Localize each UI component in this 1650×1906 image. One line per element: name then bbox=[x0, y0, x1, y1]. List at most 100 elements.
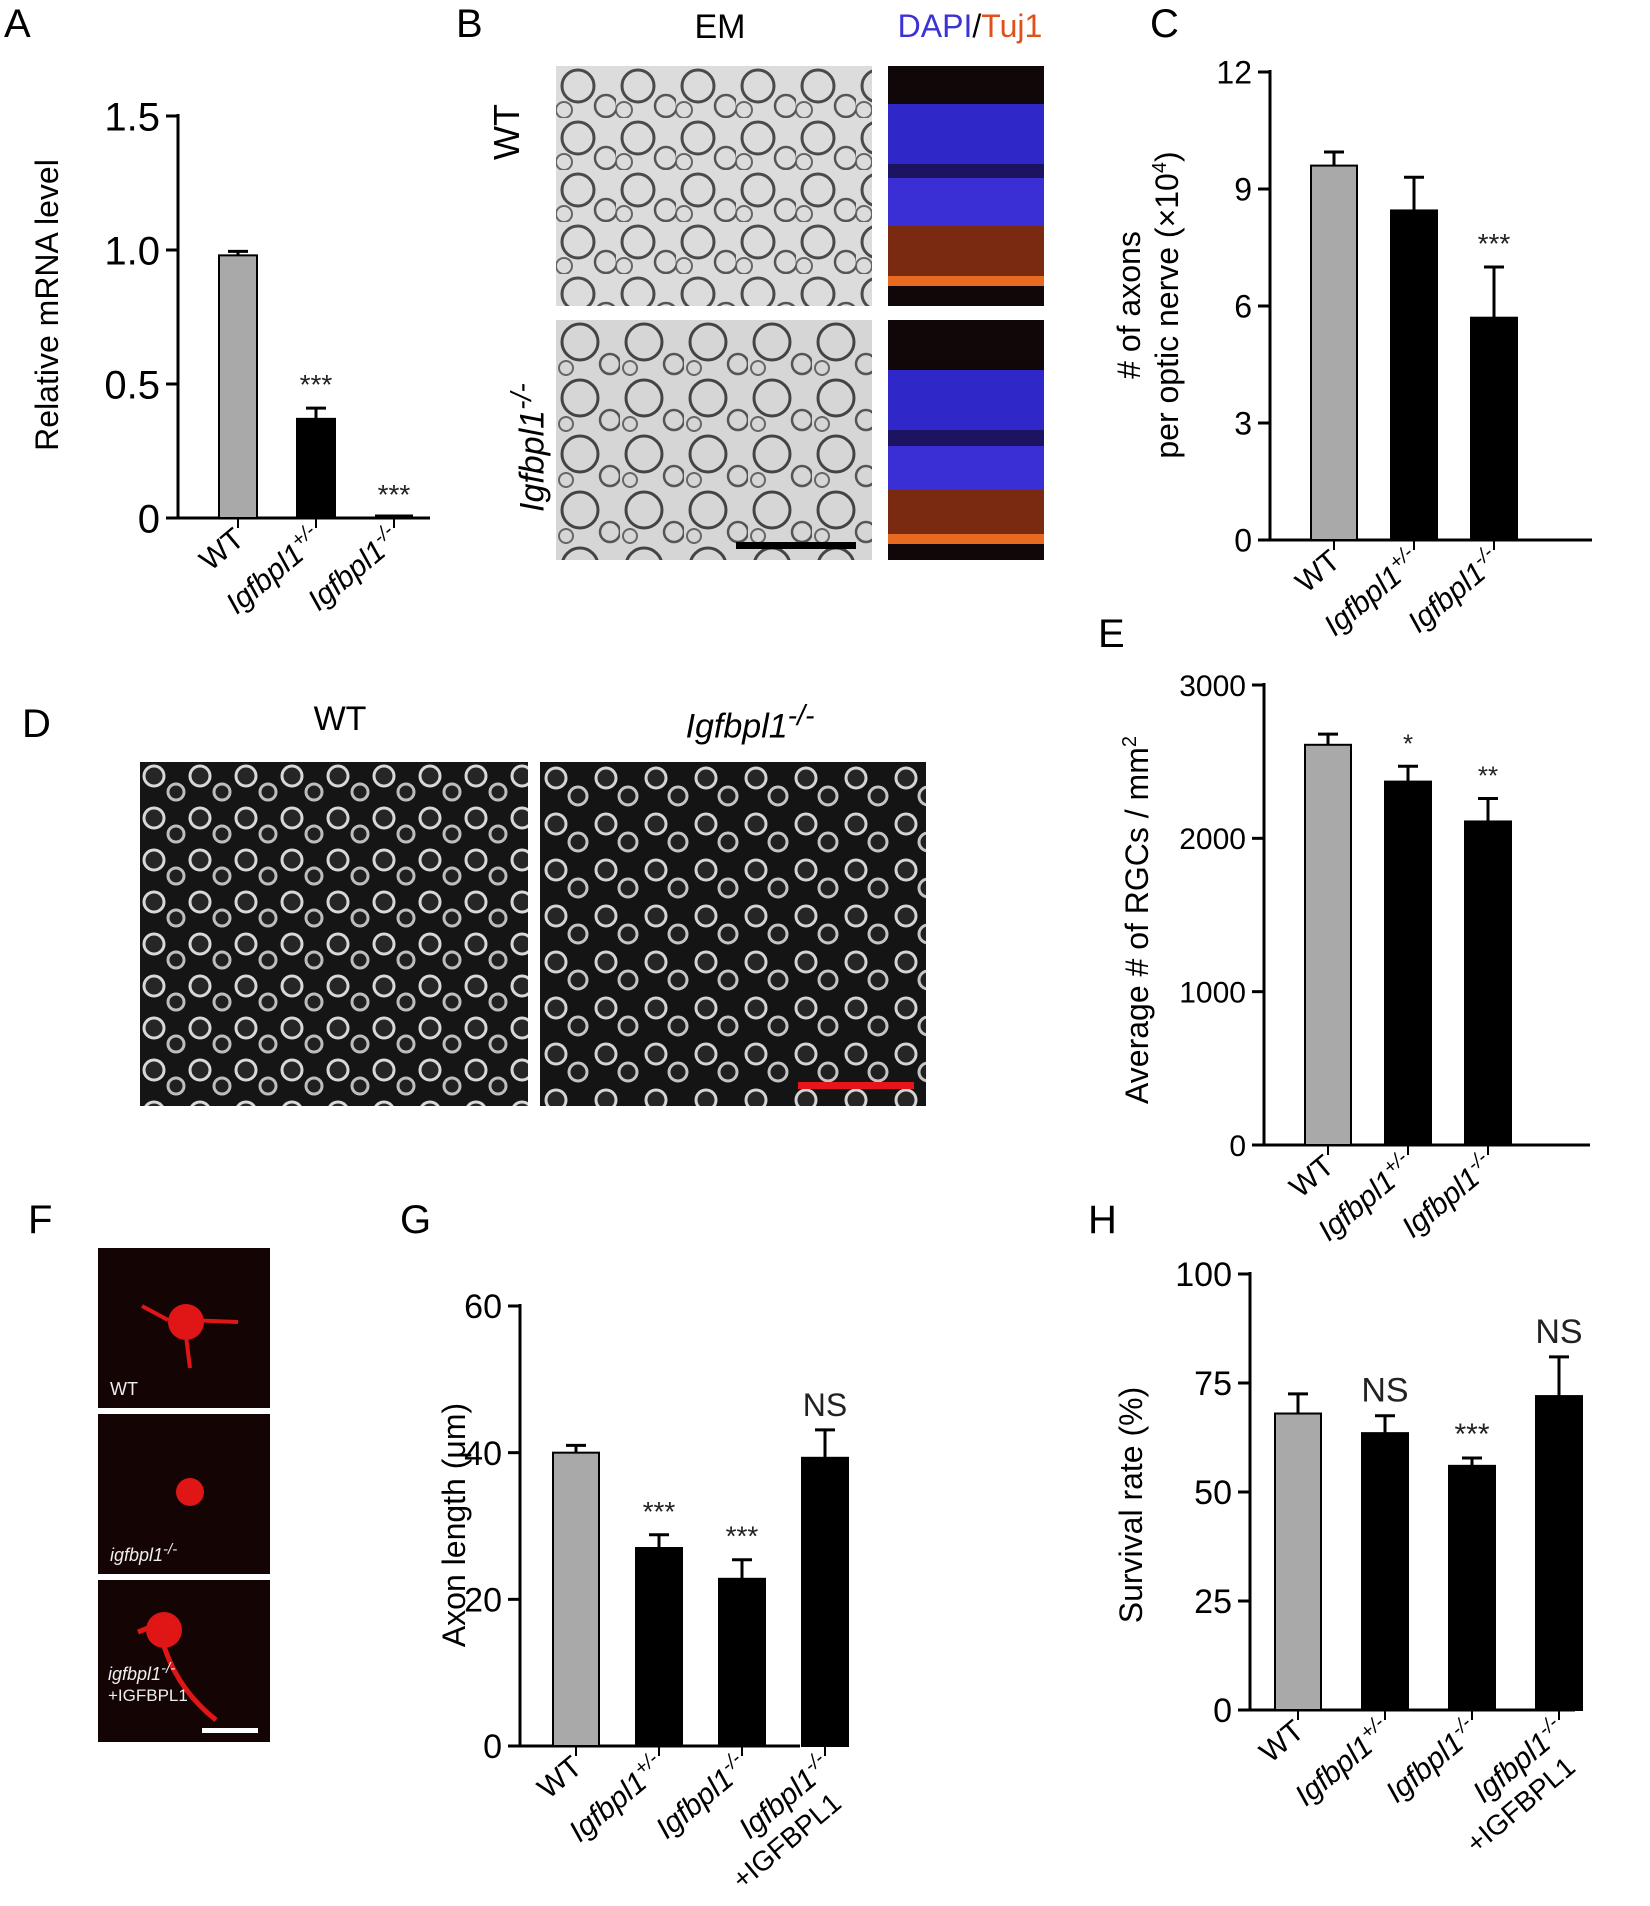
em-image-wt bbox=[556, 66, 872, 306]
cell-rescue-label: igfbpl1-/- bbox=[108, 1660, 175, 1685]
panel-letter-c: C bbox=[1150, 2, 1179, 46]
chart-h-significance: NS bbox=[1535, 1313, 1582, 1351]
chart-a-y-tick-label: 0.5 bbox=[104, 363, 160, 407]
chart-g-y-tick-label: 60 bbox=[464, 1288, 502, 1326]
cell-ko-label: igfbpl1-/- bbox=[110, 1541, 177, 1566]
chart-g-y-tick-label: 0 bbox=[483, 1728, 502, 1766]
cell-scale-bar bbox=[202, 1728, 258, 1733]
rgc-texture-ko bbox=[540, 762, 926, 1106]
chart-g-significance: *** bbox=[643, 1496, 676, 1527]
chart-e-y-tick-label: 2000 bbox=[1179, 823, 1246, 856]
chart-g-axon-length: 0204060WT***Igfbpl1+/-***Igfbpl1-/-NSIgf… bbox=[436, 1288, 849, 1895]
row-label-ko: Igfbpl1-/- bbox=[506, 383, 552, 512]
chart-a-y-tick-label: 1.5 bbox=[104, 95, 160, 139]
chart-a-significance: *** bbox=[300, 369, 333, 400]
panel-d-ko-text: Igfbpl1 bbox=[685, 707, 788, 746]
tuj1-label: Tuj1 bbox=[981, 8, 1043, 44]
chart-c-y-tick-label: 0 bbox=[1234, 523, 1252, 559]
chart-a-x-tick-label-base: Igfbpl1 bbox=[302, 534, 392, 617]
em-header: EM bbox=[694, 8, 746, 46]
chart-h-significance: *** bbox=[1454, 1418, 1489, 1451]
cell-rescue-label2: +IGFBPL1 bbox=[108, 1686, 188, 1705]
chart-g-y-label-text: Axon length (μm) bbox=[436, 1403, 472, 1647]
panel-d-wt-label: WT bbox=[313, 700, 367, 738]
chart-e-y-tick-label: 3000 bbox=[1179, 670, 1246, 703]
chart-g-x-tick-label-base: Igfbpl1 bbox=[650, 1762, 740, 1845]
chart-g-bar bbox=[718, 1577, 766, 1747]
cell-image-wt: WT bbox=[98, 1248, 270, 1408]
chart-g-bar bbox=[801, 1456, 849, 1748]
chart-h-x-tick-label-base: Igfbpl1 bbox=[1380, 1726, 1470, 1809]
chart-h-y-label-text: Survival rate (%) bbox=[1113, 1387, 1149, 1624]
chart-h-survival-rate: 0 25 50 75 100 WT NS Igfbpl1+/- *** Igfbpl1-/- NS I… bbox=[1113, 1256, 1583, 1859]
cell-rescue-sup: -/- bbox=[161, 1660, 176, 1677]
chart-c-y-label-sup: 4 bbox=[1149, 162, 1171, 173]
chart-e-rgc-density: 0100020003000WT*Igfbpl1+/-**Igfbpl1-/-Av… bbox=[1119, 670, 1590, 1248]
chart-g-x-tick-label: WT bbox=[532, 1750, 589, 1805]
chart-e-y-label-sup: 2 bbox=[1119, 736, 1141, 747]
cell-ko-text: igfbpl1 bbox=[110, 1545, 164, 1565]
chart-e-x-tick-label: WT bbox=[1284, 1149, 1341, 1204]
chart-h-y-tick-label: 0 bbox=[1213, 1692, 1232, 1730]
cell-rescue-text: igfbpl1 bbox=[108, 1664, 162, 1684]
row-label-wt: WT bbox=[486, 104, 528, 160]
chart-a-y-label-text: Relative mRNA level bbox=[29, 159, 65, 451]
chart-e-y-label: Average # of RGCs / mm2 bbox=[1119, 736, 1155, 1104]
chart-c-y-label-line1: # of axons bbox=[1111, 231, 1147, 379]
rgc-image-wt bbox=[140, 762, 528, 1106]
cell-image-ko: igfbpl1-/- bbox=[98, 1414, 270, 1574]
chart-e-y-tick-label: 0 bbox=[1229, 1130, 1246, 1163]
panel-letter-b: B bbox=[456, 2, 483, 46]
chart-h-x-tick-label: Igfbpl1-/- bbox=[1378, 1712, 1485, 1810]
chart-g-x-tick-label: Igfbpl1-/- bbox=[648, 1748, 755, 1846]
chart-c-bar bbox=[1470, 316, 1518, 542]
chart-a-x-tick-label-base: WT bbox=[194, 522, 251, 577]
cell-wt-drawing bbox=[141, 1304, 239, 1369]
rgc-image-ko bbox=[540, 762, 926, 1106]
chart-c-y-tick-label: 9 bbox=[1234, 172, 1252, 208]
chart-c-bar bbox=[1310, 164, 1358, 541]
chart-a-relative-mrna: 00.51.01.5WT***Igfbpl1+/-***Igfbpl1-/-Re… bbox=[29, 95, 430, 621]
rgc-texture-wt bbox=[140, 762, 528, 1106]
cell-ko-drawing bbox=[176, 1478, 204, 1506]
chart-h-x-tick-label: Igfbpl1+/- bbox=[1287, 1712, 1398, 1813]
chart-a-y-tick-label: 1.0 bbox=[104, 229, 160, 273]
chart-h-x-tick-label: WT bbox=[1254, 1714, 1311, 1769]
chart-c-y-tick-label: 6 bbox=[1234, 289, 1252, 325]
em-image-ko bbox=[556, 320, 872, 560]
chart-h-y-tick-label: 75 bbox=[1194, 1365, 1232, 1403]
slash-label: / bbox=[972, 8, 982, 44]
panel-letter-f: F bbox=[28, 1198, 53, 1242]
chart-c-bar bbox=[1390, 209, 1438, 541]
panel-letter-h: H bbox=[1088, 1198, 1117, 1242]
chart-g-y-label: Axon length (μm) bbox=[436, 1403, 472, 1647]
row-label-ko-text: Igfbpl1 bbox=[513, 409, 552, 512]
chart-c-x-tick-label-base: WT bbox=[1290, 544, 1347, 599]
panel-letter-e: E bbox=[1098, 612, 1125, 656]
chart-e-x-tick-label: Igfbpl1-/- bbox=[1394, 1147, 1501, 1245]
chart-h-bar bbox=[1361, 1432, 1409, 1711]
chart-e-x-tick-label-base: Igfbpl1 bbox=[1396, 1161, 1486, 1244]
chart-g-y-tick-label: 40 bbox=[464, 1435, 502, 1473]
cell-wt-label: WT bbox=[110, 1379, 138, 1399]
chart-h-bar bbox=[1535, 1395, 1583, 1712]
chart-c-y-label-line2: per optic nerve (×104) bbox=[1149, 151, 1185, 458]
panel-letter-g: G bbox=[400, 1198, 432, 1242]
chart-h-significance: NS bbox=[1361, 1372, 1408, 1410]
chart-c-y-label-line2-text: per optic nerve (×10 bbox=[1149, 173, 1185, 459]
chart-c-x-tick-label: WT bbox=[1290, 544, 1347, 599]
chart-c-x-tick-label-base: Igfbpl1 bbox=[1402, 556, 1492, 639]
chart-c-y-tick-label: 3 bbox=[1234, 406, 1252, 442]
chart-a-significance: *** bbox=[378, 479, 411, 510]
chart-g-bar bbox=[552, 1451, 600, 1748]
panel-letter-d: D bbox=[22, 702, 51, 746]
chart-h-y-tick-label: 25 bbox=[1194, 1583, 1232, 1621]
em-scale-bar bbox=[736, 542, 856, 549]
chart-g-x-tick-label-base: WT bbox=[532, 1750, 589, 1805]
chart-h-x-tick-label-base: WT bbox=[1254, 1714, 1311, 1769]
chart-a-bar bbox=[296, 417, 336, 519]
chart-g-significance: *** bbox=[726, 1521, 759, 1552]
panel-d-ko-sup: -/- bbox=[787, 700, 815, 732]
dapi-tuj1-header: DAPI/Tuj1 bbox=[880, 8, 1060, 45]
